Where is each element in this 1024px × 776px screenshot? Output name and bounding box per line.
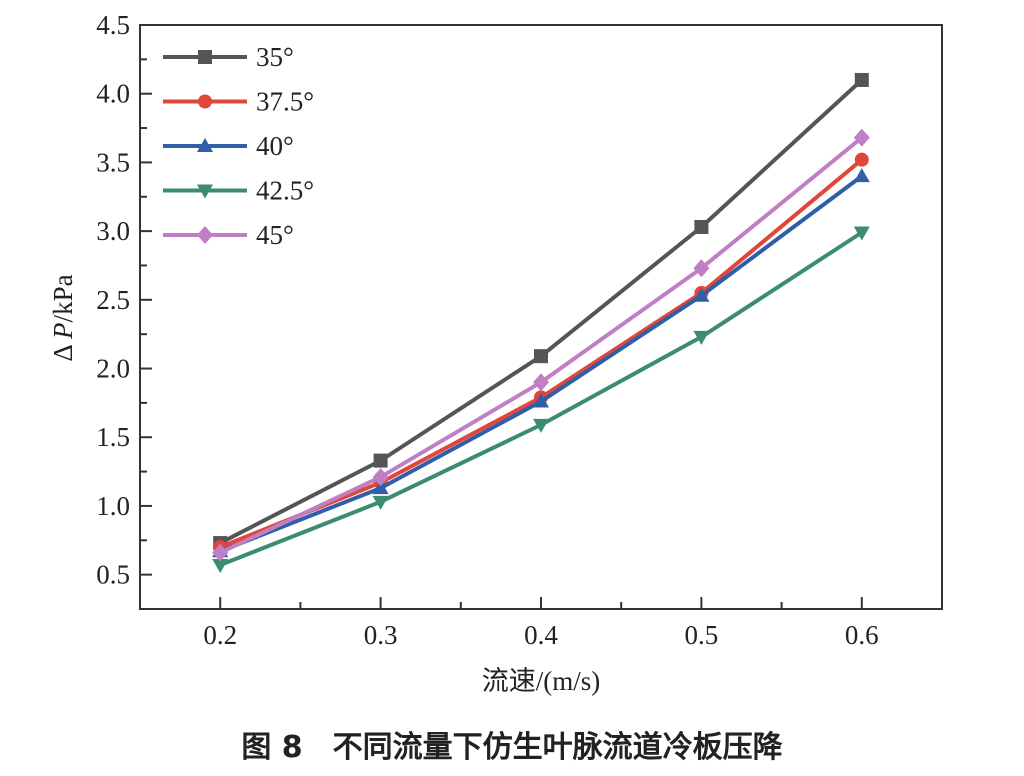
triangle-up-marker xyxy=(853,168,870,183)
triangle-up-marker xyxy=(533,393,549,408)
triangle-down-marker xyxy=(693,330,710,345)
y-tick-label: 2.0 xyxy=(96,354,130,384)
legend-label: 35° xyxy=(256,42,294,72)
triangle-down-marker xyxy=(533,418,549,433)
series-line xyxy=(219,78,864,545)
y-axis-label: Δ P/kPa xyxy=(48,274,78,361)
series-45° xyxy=(212,128,870,562)
triangle-down-marker xyxy=(197,184,213,199)
diamond-marker xyxy=(212,543,229,562)
x-tick-label: 0.6 xyxy=(845,620,879,650)
legend-item: 40° xyxy=(163,131,294,161)
triangle-down-marker xyxy=(372,495,389,510)
series-35° xyxy=(213,72,869,551)
y-tick-label: 1.0 xyxy=(96,491,130,521)
circle-marker xyxy=(198,94,212,109)
circle-marker xyxy=(854,152,869,167)
figure-caption: 图 8 不同流量下仿生叶脉流道冷板压降 xyxy=(241,730,783,765)
diamond-marker xyxy=(533,373,549,392)
x-tick-label: 0.5 xyxy=(685,620,719,650)
x-tick-label: 0.4 xyxy=(524,620,558,650)
y-axis-label-unit: /kPa xyxy=(48,274,78,322)
legend-label: 37.5° xyxy=(256,87,314,117)
x-axis-label: 流速/(m/s) xyxy=(482,666,601,696)
legend-item: 42.5° xyxy=(163,176,314,206)
square-marker xyxy=(854,72,869,87)
y-tick-label: 1.5 xyxy=(96,422,130,452)
series-42.5° xyxy=(212,226,870,574)
y-axis-label-prefix: Δ xyxy=(48,339,78,362)
x-tick-label: 0.3 xyxy=(364,620,398,650)
diamond-marker xyxy=(197,226,213,244)
y-tick-label: 0.5 xyxy=(96,560,130,590)
square-marker xyxy=(534,349,548,364)
legend-label: 40° xyxy=(256,131,294,161)
y-tick-label: 2.5 xyxy=(96,285,130,315)
legend-item: 37.5° xyxy=(163,87,314,117)
legend: 35° 37.5° 40° 42.5° 45° xyxy=(163,42,314,250)
y-tick-label: 4.0 xyxy=(96,79,130,109)
diamond-marker xyxy=(693,259,710,278)
y-tick-label: 3.5 xyxy=(96,147,130,177)
legend-label: 42.5° xyxy=(256,176,314,206)
y-tick-label: 3.0 xyxy=(96,216,130,246)
figure-caption-text: 不同流量下仿生叶脉流道冷板压降 xyxy=(333,730,784,765)
figure-number: 图 8 xyxy=(241,730,302,765)
square-marker xyxy=(694,219,709,234)
legend-item: 45° xyxy=(163,220,294,250)
legend-label: 45° xyxy=(256,220,294,250)
square-marker xyxy=(373,453,388,468)
legend-item: 35° xyxy=(163,42,294,72)
diamond-marker xyxy=(853,128,870,147)
series-line xyxy=(219,136,864,555)
series-group xyxy=(212,72,870,574)
y-axis-label-variable: P xyxy=(48,322,78,340)
axes: 0.5 1.0 1.5 2.0 2.5 3.0 3.5 4.0 4.5 0.2 0.3 0.4 0.5 0… xyxy=(96,10,943,650)
triangle-up-marker xyxy=(372,480,389,495)
y-tick-label: 4.5 xyxy=(96,10,130,40)
triangle-up-marker xyxy=(197,138,213,152)
square-marker xyxy=(198,50,212,64)
x-tick-label: 0.2 xyxy=(203,620,237,650)
triangle-up-marker xyxy=(693,287,710,302)
triangle-down-marker xyxy=(853,226,870,241)
triangle-down-marker xyxy=(212,559,229,574)
diamond-marker xyxy=(372,468,389,487)
